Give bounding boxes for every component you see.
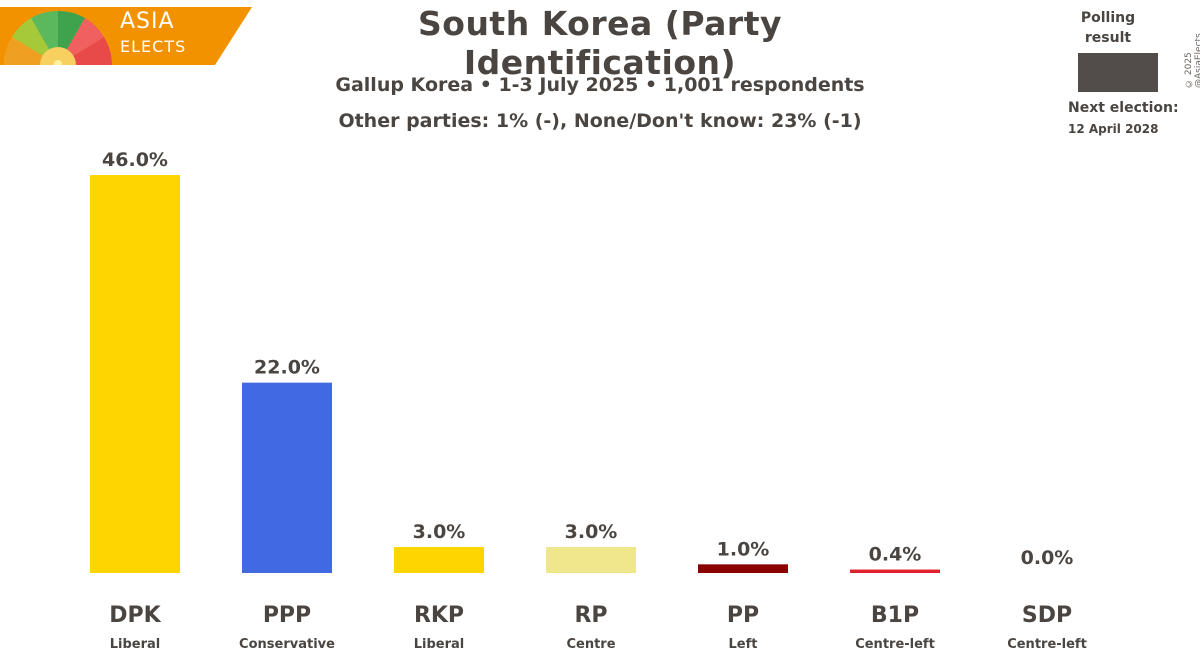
next-election-date: 12 April 2028 bbox=[1068, 122, 1159, 136]
value-label-pp: 1.0% bbox=[717, 538, 770, 560]
bar-rkp bbox=[394, 547, 484, 573]
ideology-label-b1p: Centre-left bbox=[855, 637, 935, 652]
bar-ppp bbox=[242, 382, 332, 573]
ideology-label-ppp: Conservative bbox=[239, 637, 335, 652]
legend-swatch bbox=[1078, 53, 1158, 92]
ideology-label-sdp: Centre-left bbox=[1007, 637, 1087, 652]
bar-b1p bbox=[850, 569, 940, 573]
category-label-dpk: DPK bbox=[109, 603, 161, 628]
bar-dpk bbox=[90, 175, 180, 573]
category-label-rp: RP bbox=[574, 603, 607, 628]
category-label-ppp: PPP bbox=[263, 603, 311, 628]
brand-line-2: ELECTS bbox=[120, 37, 187, 56]
category-label-pp: PP bbox=[727, 603, 759, 628]
next-election-label: Next election: bbox=[1068, 100, 1179, 116]
ideology-label-rp: Centre bbox=[566, 637, 615, 652]
legend-label: Polling result bbox=[1080, 10, 1136, 46]
ideology-label-pp: Left bbox=[729, 637, 758, 652]
brand-line-1: ASIA bbox=[120, 9, 175, 34]
value-label-sdp: 0.0% bbox=[1021, 547, 1074, 569]
category-label-b1p: B1P bbox=[871, 603, 919, 628]
value-label-ppp: 22.0% bbox=[254, 357, 320, 379]
category-label-sdp: SDP bbox=[1022, 603, 1072, 628]
ideology-label-rkp: Liberal bbox=[414, 637, 465, 652]
chart-subtitle: Gallup Korea • 1-3 July 2025 • 1,001 res… bbox=[335, 74, 865, 96]
bar-rp bbox=[546, 547, 636, 573]
ideology-label-dpk: Liberal bbox=[110, 637, 161, 652]
asia-elects-logo bbox=[0, 7, 252, 65]
bar-pp bbox=[698, 564, 788, 573]
value-label-b1p: 0.4% bbox=[869, 544, 922, 566]
value-label-rp: 3.0% bbox=[565, 521, 618, 543]
category-label-rkp: RKP bbox=[414, 603, 464, 628]
value-label-rkp: 3.0% bbox=[413, 521, 466, 543]
value-label-dpk: 46.0% bbox=[102, 149, 168, 171]
chart-note: Other parties: 1% (-), None/Don't know: … bbox=[338, 110, 862, 132]
chart-title: South Korea (Party Identification) bbox=[418, 4, 782, 82]
